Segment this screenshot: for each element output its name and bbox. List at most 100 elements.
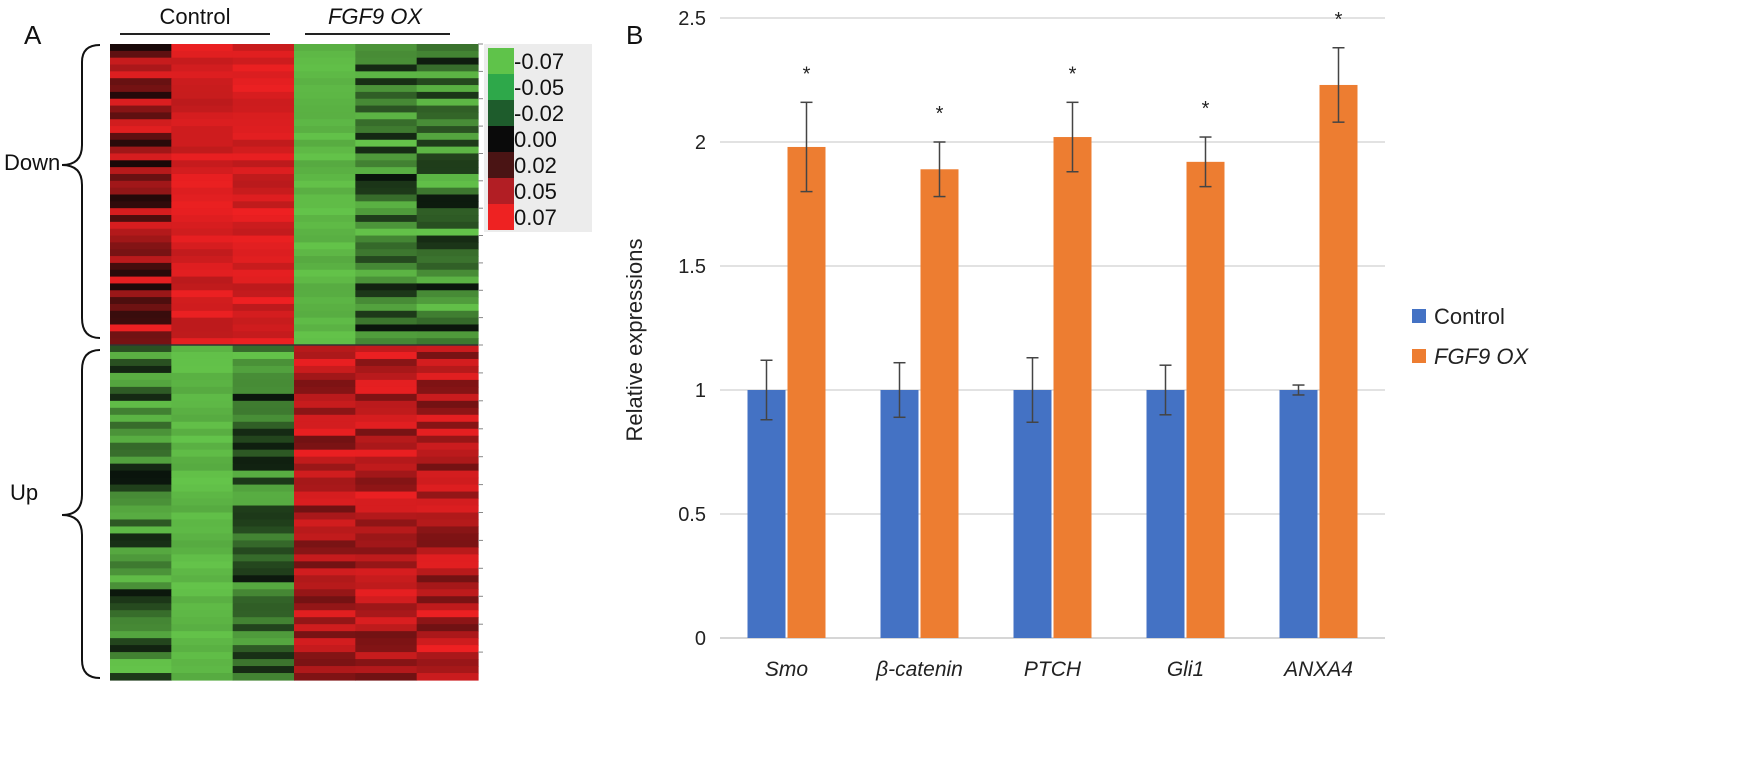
heatmap-cell: [355, 512, 418, 521]
heatmap-cell: [416, 624, 479, 632]
scale-label: 0.00: [514, 127, 557, 152]
heatmap-cell: [294, 372, 356, 381]
heatmap-cell: [232, 221, 295, 230]
heatmap-cell: [232, 393, 295, 402]
heatmap-cell: [232, 256, 295, 264]
heatmap-cell: [232, 64, 295, 72]
heatmap-cell: [416, 666, 479, 674]
heatmap-cell: [232, 98, 295, 107]
heatmap-cell: [171, 57, 234, 66]
heatmap-cell: [294, 194, 356, 202]
heatmap-cell: [355, 91, 418, 100]
heatmap-cell: [110, 470, 172, 479]
heatmap-cell: [416, 372, 479, 381]
heatmap-cell: [355, 187, 418, 196]
heatmap-cell: [232, 582, 295, 590]
heatmap-cell: [294, 351, 356, 360]
heatmap-cell: [232, 470, 295, 479]
heatmap-cell: [232, 659, 295, 667]
heatmap-cell: [294, 57, 356, 66]
heatmap-cell: [110, 208, 172, 216]
heatmap-cell: [110, 283, 172, 291]
heatmap-cell: [294, 652, 356, 660]
heatmap-cell: [232, 365, 295, 374]
heatmap-cell: [416, 484, 479, 493]
scale-swatch: [488, 74, 514, 100]
heatmap-cell: [110, 540, 172, 548]
heatmap-cell: [416, 249, 479, 257]
heatmap-cell: [355, 470, 418, 479]
heatmap-cell: [416, 589, 479, 597]
heatmap-cell: [294, 456, 356, 465]
heatmap-cell: [171, 208, 234, 216]
heatmap-cell: [355, 105, 418, 114]
heatmap-cell: [110, 379, 172, 388]
heatmap-cell: [171, 283, 234, 291]
heatmap-cell: [232, 477, 295, 486]
heatmap-cell: [416, 187, 479, 196]
heatmap-cell: [110, 139, 172, 148]
heatmap-cell: [294, 290, 356, 298]
category-label: Smo: [765, 658, 809, 681]
heatmap-cell: [416, 505, 479, 514]
heatmap-cell: [171, 463, 234, 472]
heatmap-cell: [355, 256, 418, 264]
heatmap-cell: [110, 477, 172, 486]
heatmap-cell: [232, 589, 295, 597]
heatmap-cell: [355, 180, 418, 189]
heatmap-cell: [294, 603, 356, 611]
heatmap-cell: [232, 603, 295, 611]
heatmap-cell: [294, 249, 356, 257]
heatmap-cell: [232, 242, 295, 250]
heatmap-cell: [232, 276, 295, 285]
heatmap-cell: [294, 589, 356, 597]
heatmap-cell: [171, 50, 234, 59]
heatmap-cell: [355, 221, 418, 230]
heatmap-cell: [294, 512, 356, 521]
heatmap-cell: [171, 215, 234, 223]
heatmap-cell: [416, 303, 479, 312]
heatmap-cell: [355, 167, 418, 175]
heatmap-cell: [110, 160, 172, 168]
heatmap-cell: [110, 173, 172, 182]
heatmap-cell: [355, 596, 418, 604]
heatmap-cell: [110, 498, 172, 507]
heatmap-cell: [355, 269, 418, 278]
heatmap-cell: [110, 491, 172, 500]
heatmap-cell: [110, 91, 172, 100]
heatmap-cell: [110, 228, 172, 237]
heatmap-cell: [171, 442, 234, 451]
heatmap-cell: [355, 50, 418, 59]
heatmap-cell: [232, 512, 295, 521]
heatmap-cell: [171, 652, 234, 660]
heatmap-cell: [171, 673, 234, 681]
heatmap-cell: [294, 132, 356, 141]
heatmap-cell: [171, 526, 234, 535]
heatmap-cell: [416, 173, 479, 182]
heatmap-cell: [294, 187, 356, 196]
heatmap-cell: [110, 180, 172, 189]
heatmap-cell: [416, 345, 479, 353]
heatmap-cell: [416, 310, 479, 319]
heatmap-cell: [110, 456, 172, 465]
heatmap-cell: [416, 351, 479, 360]
heatmap-cell: [232, 297, 295, 305]
heatmap-cell: [416, 673, 479, 681]
heatmap-cell: [171, 491, 234, 500]
heatmap-cell: [232, 112, 295, 120]
heatmap-cell: [110, 57, 172, 66]
heatmap-cell: [232, 91, 295, 100]
heatmap-cell: [232, 484, 295, 493]
heatmap-cell: [355, 505, 418, 514]
heatmap-cell: [110, 652, 172, 660]
heatmap-cell: [110, 242, 172, 250]
heatmap-cell: [416, 71, 479, 79]
heatmap-cell: [355, 57, 418, 66]
heatmap-cell: [355, 561, 418, 569]
heatmap-cell: [416, 540, 479, 548]
heatmap-cell: [355, 491, 418, 500]
heatmap-cell: [171, 139, 234, 148]
heatmap-cell: [171, 512, 234, 521]
bar-control: [1013, 390, 1052, 638]
heatmap-cell: [171, 589, 234, 597]
